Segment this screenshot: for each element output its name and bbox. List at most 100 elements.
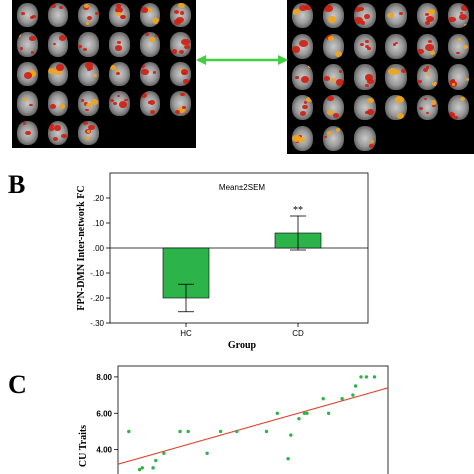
data-point [359,375,363,379]
activation-blob [178,3,185,9]
data-point [127,429,131,434]
data-point [137,467,142,472]
activation-blob [327,36,334,42]
activation-blob [392,43,396,46]
activation-blob [83,4,89,9]
activation-blob [84,62,93,69]
brain-slice [323,64,345,90]
activation-blob [86,136,90,140]
brain-slice [47,61,69,87]
cd-brain-slice-montage [287,0,474,154]
y-tick-label: .00 [93,244,105,253]
activation-blob [292,8,300,15]
brain-slice [170,91,191,116]
activation-blob [451,82,456,86]
activation-blob [461,5,469,11]
data-point [205,451,209,455]
activation-blob [54,125,61,131]
activation-blob [141,7,149,13]
data-point [364,375,369,379]
activation-blob [114,70,119,74]
activation-blob [336,79,345,86]
brain-slice [17,121,38,146]
activation-blob [365,39,370,43]
data-point [353,384,358,388]
hc-brain-slice-montage [12,0,196,148]
activation-blob [364,83,370,88]
activation-blob [148,101,152,104]
activation-blob [367,47,371,50]
activation-blob [327,95,335,102]
activation-blob [303,101,308,104]
data-point [275,411,279,415]
activation-blob [173,10,179,15]
brain-slice [291,33,314,59]
activation-blob [180,68,189,75]
activation-blob [54,69,62,76]
data-point [302,411,306,415]
activation-blob [55,64,65,71]
activation-blob [457,38,461,42]
brain-slice [291,125,314,152]
activation-blob [80,99,85,103]
data-point [178,429,182,434]
y-tick-label: -.20 [90,294,104,303]
activation-blob [400,69,406,74]
activation-blob [148,36,156,43]
activation-blob [363,13,370,19]
activation-blob [299,110,307,116]
activation-blob [292,135,301,143]
activation-blob [78,45,83,49]
activation-blob [365,45,369,49]
activation-blob [116,12,121,17]
brain-slice [170,61,191,87]
activation-blob [89,66,94,70]
activation-blob [17,33,22,37]
data-point [218,429,223,434]
activation-blob [152,71,156,75]
data-point [186,429,190,434]
brain-slice [17,91,38,116]
activation-blob [430,50,435,55]
x-axis-title: Group [228,340,257,351]
activation-blob [300,76,310,84]
y-axis-title: FPN-DMN Inter-network FC [76,185,87,310]
data-point [235,429,239,434]
activation-blob [354,17,363,25]
data-point [154,458,158,463]
brain-slice [291,64,314,90]
activation-blob [299,39,308,47]
data-point [351,393,355,397]
data-point [305,411,309,415]
activation-blob [426,73,431,76]
activation-blob [91,99,98,105]
activation-blob [369,139,374,144]
activation-blob [364,110,369,115]
brain-slice [354,2,376,29]
activation-blob [364,73,374,81]
activation-blob [117,94,121,98]
activation-blob [323,75,330,81]
activation-blob [49,104,56,110]
activation-blob [141,68,149,75]
activation-blob [431,81,438,87]
y-tick-label: -.10 [90,269,104,278]
brain-slice [416,33,438,59]
brain-slice [323,33,345,59]
activation-blob [58,34,67,41]
brain-slice [78,2,99,27]
activation-blob [146,7,152,12]
data-point [140,466,144,470]
panel-a-brain-maps [0,0,474,160]
regression-line [117,387,389,465]
activation-blob [367,109,375,115]
activation-blob [295,76,300,80]
activation-blob [181,38,190,46]
activation-blob [298,136,306,143]
brain-slice [447,64,470,90]
y-tick-label: .10 [93,219,105,228]
activation-blob [307,65,311,68]
brain-slice [354,33,376,59]
activation-blob [86,15,92,20]
fc-bar-chart: .20 .10 .00 -.10 -.20 -.30 HC CD ** Mean±2SEM G… [76,172,369,351]
